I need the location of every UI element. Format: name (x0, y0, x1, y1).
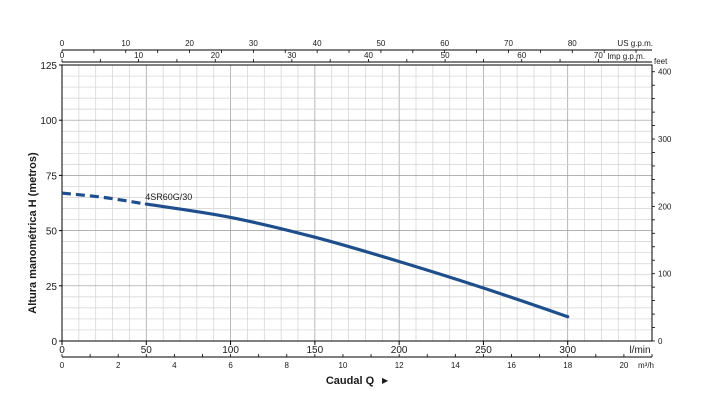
imp-gpm-tick-label: 70 (594, 51, 603, 60)
feet-tick-label: 0 (658, 337, 663, 346)
us-gpm-tick-label: 10 (121, 39, 130, 48)
m3h-tick-label: 6 (228, 361, 233, 370)
y-axis-label: Altura manométrica H (metros) (27, 152, 39, 314)
y-tick-label: 25 (46, 282, 58, 293)
us-gpm-tick-label: 0 (60, 39, 65, 48)
x-tick-label: 100 (222, 345, 239, 356)
x-tick-label: 150 (307, 345, 324, 356)
y-tick-label: 75 (46, 171, 58, 182)
y-tick-label: 125 (40, 61, 57, 72)
feet-tick-label: 100 (658, 270, 672, 279)
m3h-tick-label: 8 (285, 361, 290, 370)
grid (62, 65, 652, 341)
series-line-dashed (61, 191, 147, 206)
x-axis-label: Caudal Q (326, 375, 375, 387)
m3h-tick-label: 20 (619, 361, 628, 370)
us-gpm-tick-label: 20 (185, 39, 194, 48)
imp-gpm-tick-label: 0 (60, 51, 65, 60)
m3h-tick-label: 4 (172, 361, 177, 370)
us-gpm-tick-label: 80 (568, 39, 577, 48)
imp-gpm-tick-label: 50 (441, 51, 450, 60)
m3h-unit-label: m³/h (638, 361, 654, 370)
feet-unit-label: feet (654, 57, 668, 66)
imp-gpm-tick-label: 60 (517, 51, 526, 60)
us-gpm-unit-label: US g.p.m. (617, 39, 653, 48)
series-line (144, 202, 570, 319)
x-axis-arrow-icon: ▶ (382, 376, 389, 385)
imp-gpm-tick-label: 40 (364, 51, 373, 60)
x-tick-label: 50 (141, 345, 153, 356)
imp-gpm-tick-label: 10 (134, 51, 143, 60)
series-label: 4SR60G/30 (145, 192, 192, 202)
us-gpm-tick-label: 40 (313, 39, 322, 48)
x-tick-label: 0 (59, 345, 65, 356)
m3h-tick-label: 12 (395, 361, 404, 370)
us-gpm-tick-label: 70 (504, 39, 513, 48)
plot-frame (61, 64, 653, 342)
m3h-tick-label: 16 (507, 361, 516, 370)
m3h-tick-label: 18 (563, 361, 572, 370)
imp-gpm-tick-label: 20 (211, 51, 220, 60)
feet-tick-label: 300 (658, 135, 672, 144)
imp-gpm-unit-label: Imp g.p.m. (607, 52, 645, 61)
imp-gpm-tick-label: 30 (287, 51, 296, 60)
feet-tick-label: 400 (658, 68, 672, 77)
series-layer: 4SR60G/30 (61, 191, 570, 319)
y-tick-label: 0 (51, 337, 57, 348)
x-tick-label: 250 (475, 345, 492, 356)
m3h-tick-label: 0 (60, 361, 65, 370)
m3h-tick-label: 2 (116, 361, 121, 370)
y-tick-label: 100 (40, 116, 57, 127)
y-tick-label: 50 (46, 227, 58, 238)
feet-tick-label: 200 (658, 202, 672, 211)
m3h-tick-label: 10 (338, 361, 347, 370)
m3h-tick-label: 14 (451, 361, 460, 370)
x-unit-label: l/min (629, 345, 650, 356)
x-tick-label: 200 (391, 345, 408, 356)
us-gpm-tick-label: 60 (440, 39, 449, 48)
us-gpm-tick-label: 30 (249, 39, 258, 48)
x-tick-label: 300 (559, 345, 576, 356)
us-gpm-tick-label: 50 (376, 39, 385, 48)
